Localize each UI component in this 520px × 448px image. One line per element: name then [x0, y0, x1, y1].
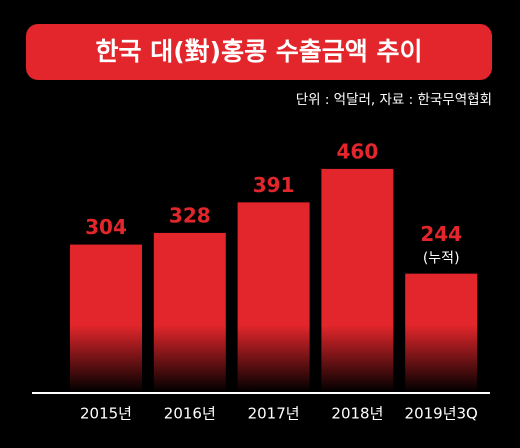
annotation: (누적): [423, 251, 460, 267]
bar: [321, 168, 394, 392]
value-label: 244: [420, 222, 462, 246]
x-tick-label: 2016년: [164, 405, 216, 423]
value-label: 328: [169, 203, 211, 227]
bar: [405, 273, 478, 392]
bar: [70, 244, 142, 392]
value-label: 391: [253, 173, 295, 197]
bar: [237, 202, 310, 392]
subtitle: 단위 : 억달러, 자료 : 한국무역협회: [296, 92, 492, 108]
title-banner: [26, 24, 492, 80]
value-label: 460: [337, 139, 379, 163]
value-label: 304: [85, 215, 127, 239]
chart-title: 한국 대(對)홍콩 수출금액 추이: [96, 37, 423, 66]
bar: [153, 232, 226, 392]
x-tick-label: 2018년: [331, 405, 383, 423]
x-tick-label: 2015년: [80, 405, 132, 423]
x-tick-label: 2019년3Q: [405, 405, 478, 423]
x-tick-label: 2017년: [248, 405, 300, 423]
